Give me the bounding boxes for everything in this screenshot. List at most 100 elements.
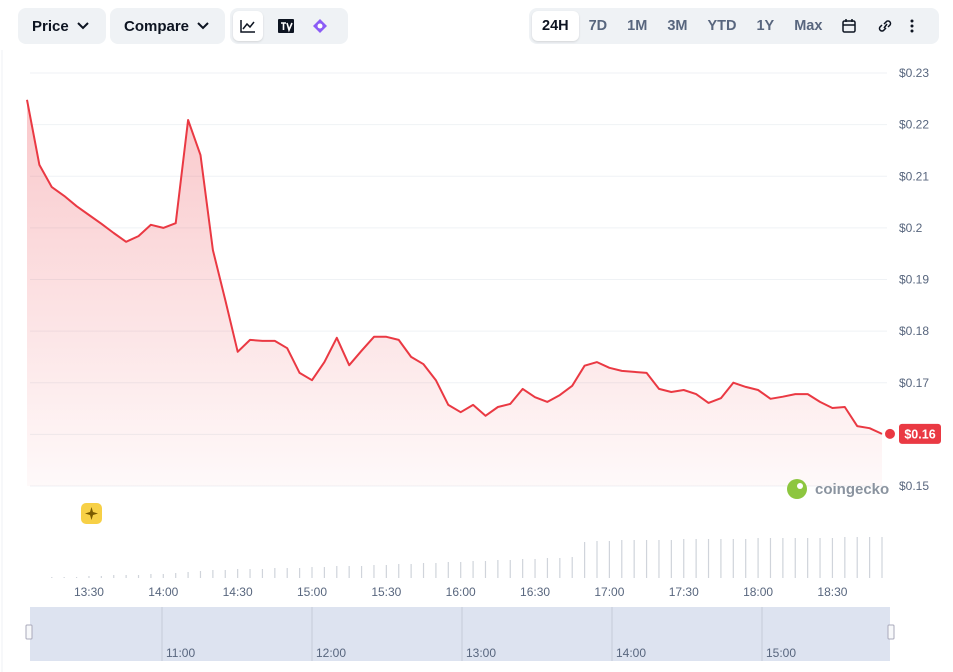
volume-bar — [299, 568, 301, 578]
volume-bar — [571, 557, 573, 578]
volume-bar — [546, 558, 549, 578]
volume-bar — [745, 539, 747, 578]
volume-bar — [608, 541, 610, 578]
range-button[interactable]: YTD — [707, 18, 737, 34]
menu-icon — [910, 19, 914, 33]
range-button[interactable]: 1Y — [756, 18, 775, 34]
current-dot — [883, 426, 897, 441]
navigator — [30, 607, 890, 661]
calendar-button[interactable] — [832, 11, 866, 41]
line-chart-button[interactable] — [233, 11, 263, 41]
menu-button[interactable] — [904, 11, 920, 41]
tradingview-button[interactable] — [271, 11, 301, 41]
volume-bar — [831, 538, 834, 578]
x-tick-label: 17:30 — [669, 585, 699, 599]
volume-bar — [534, 559, 536, 578]
volume-bar — [336, 566, 338, 578]
volume-bar — [63, 577, 65, 578]
volume-bar — [137, 575, 140, 578]
navigator-label: 15:00 — [766, 646, 796, 660]
y-tick-label: $0.21 — [899, 169, 929, 183]
volume-bar — [695, 539, 697, 578]
volume-bar — [881, 537, 883, 578]
range-button[interactable]: 3M — [667, 18, 688, 34]
volume-bar — [398, 564, 400, 578]
volume-bar — [125, 575, 127, 578]
volume-bar — [472, 561, 474, 578]
volume-bar — [373, 565, 375, 578]
x-tick-label: 16:30 — [520, 585, 550, 599]
x-tick-label: 16:00 — [446, 585, 476, 599]
range-button[interactable]: 24H — [532, 11, 579, 41]
volume-bar — [410, 564, 412, 578]
current-badge — [899, 423, 941, 444]
navigator-label: 14:00 — [616, 646, 646, 660]
volume-bar — [162, 574, 164, 578]
navigator-label: 11:00 — [166, 646, 195, 660]
volume-bar — [596, 541, 598, 578]
star-badge[interactable] — [81, 503, 102, 524]
volume-bar — [261, 569, 264, 578]
volume-bar — [497, 560, 499, 578]
volume-bar — [584, 542, 586, 578]
x-tick-label: 17:00 — [594, 585, 624, 599]
current-label: $0.16 — [904, 427, 935, 441]
volume-bar — [88, 576, 90, 578]
volume-bar — [323, 567, 325, 578]
volume-bar — [670, 540, 672, 578]
price-line — [26, 99, 883, 435]
volume-bar — [311, 567, 313, 578]
x-tick-label: 14:30 — [223, 585, 253, 599]
navigator-label: 12:00 — [316, 646, 346, 660]
navigator-handle[interactable] — [887, 624, 895, 640]
range-button[interactable]: 7D — [588, 18, 608, 34]
y-tick-label: $0.23 — [899, 66, 929, 80]
volume-bar — [807, 538, 809, 578]
x-tick-label: 14:00 — [148, 585, 178, 599]
volume-bar — [658, 540, 660, 578]
volume-bar — [509, 560, 511, 578]
compare-dropdown[interactable]: Compare — [110, 8, 225, 44]
range-button[interactable]: Max — [794, 18, 823, 34]
volume-bar — [757, 538, 759, 578]
volume-bar — [621, 540, 623, 578]
volume-bar — [113, 575, 115, 578]
volume-bar — [559, 558, 561, 578]
y-tick-label: $0.2 — [899, 221, 923, 235]
area-fill — [27, 99, 882, 487]
range-button[interactable]: 1M — [627, 18, 648, 34]
chevron — [76, 22, 89, 30]
x-tick-label: 18:00 — [743, 585, 773, 599]
volume-bar — [732, 539, 734, 578]
line-icon — [240, 20, 255, 33]
volume-bar — [447, 562, 449, 578]
y-tick-label: $0.17 — [899, 376, 929, 390]
y-tick-label: $0.22 — [899, 118, 929, 132]
volume-bar — [707, 539, 710, 578]
volume-bar — [435, 563, 437, 578]
volume-bar — [720, 539, 722, 578]
volume-bar — [175, 573, 177, 578]
toolbar: Price Compare 24H 7D 1M 3M YTD 1Y Max — [18, 8, 939, 44]
navigator-label: 13:00 — [466, 646, 496, 660]
volume-bar — [199, 571, 202, 578]
x-tick-label: 18:30 — [817, 585, 847, 599]
volume-bar — [819, 538, 821, 578]
price-dropdown[interactable]: Price — [18, 8, 106, 44]
link-icon — [879, 20, 892, 32]
calendar-icon — [842, 19, 857, 33]
volume-bar — [484, 561, 487, 578]
y-tick-label: $0.15 — [899, 479, 929, 493]
volume-bar — [51, 577, 53, 578]
volume-bar — [794, 538, 796, 578]
x-tick-label: 13:30 — [74, 585, 104, 599]
link-button[interactable] — [866, 11, 904, 41]
ai-button[interactable] — [305, 11, 335, 41]
volume-bar — [237, 569, 239, 578]
x-tick-label: 15:30 — [371, 585, 401, 599]
volume-bar — [75, 577, 78, 578]
range-group: 24H 7D 1M 3M YTD 1Y Max — [529, 8, 939, 44]
compare-label: Compare — [124, 17, 190, 35]
watermark-logo — [787, 479, 807, 499]
navigator-handle[interactable] — [25, 624, 33, 640]
